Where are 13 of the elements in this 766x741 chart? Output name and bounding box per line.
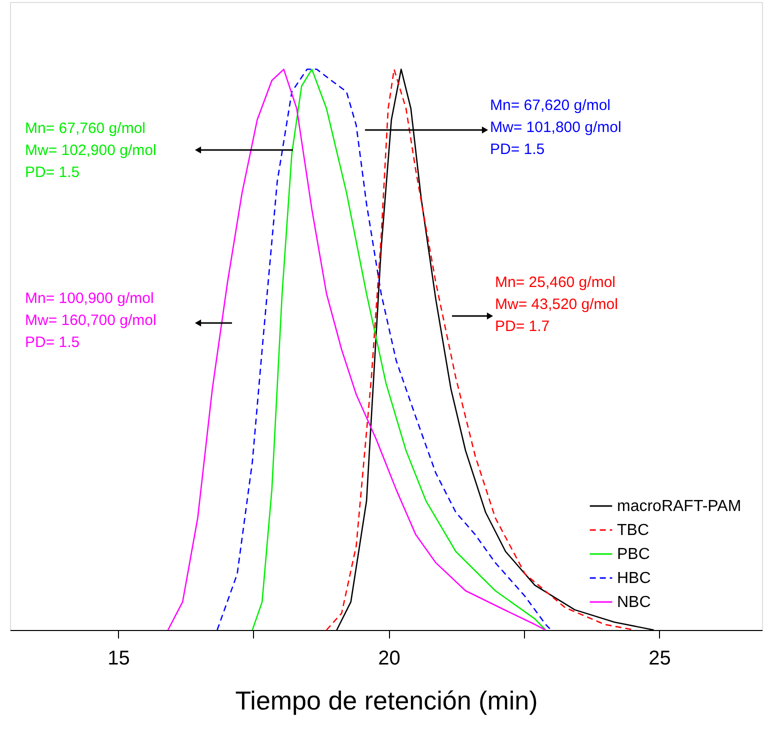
legend-label: PBC xyxy=(617,546,650,563)
legend-label: HBC xyxy=(617,570,651,587)
x-axis-title: Tiempo de retención (min) xyxy=(235,686,538,716)
annotation: Mn= 67,760 g/mol Mw= 102,900 g/mol PD= 1.5 xyxy=(25,120,156,181)
annotation: Mn= 67,620 g/mol Mw= 101,800 g/mol PD= 1.5 xyxy=(490,97,622,158)
legend-label: macroRAFT-PAM xyxy=(617,498,742,515)
annotation: Mn= 25,460 g/mol Mw= 43,520 g/mol PD= 1.7 xyxy=(495,274,618,335)
annotation: Mn= 100,900 g/mol Mw= 160,700 g/mol PD= 1.5 xyxy=(25,290,156,351)
x-tick-label: 20 xyxy=(378,648,400,670)
legend-label: NBC xyxy=(617,594,651,611)
x-tick-label: 25 xyxy=(648,648,671,670)
x-tick-label: 15 xyxy=(108,648,130,670)
legend-label: TBC xyxy=(617,522,649,539)
